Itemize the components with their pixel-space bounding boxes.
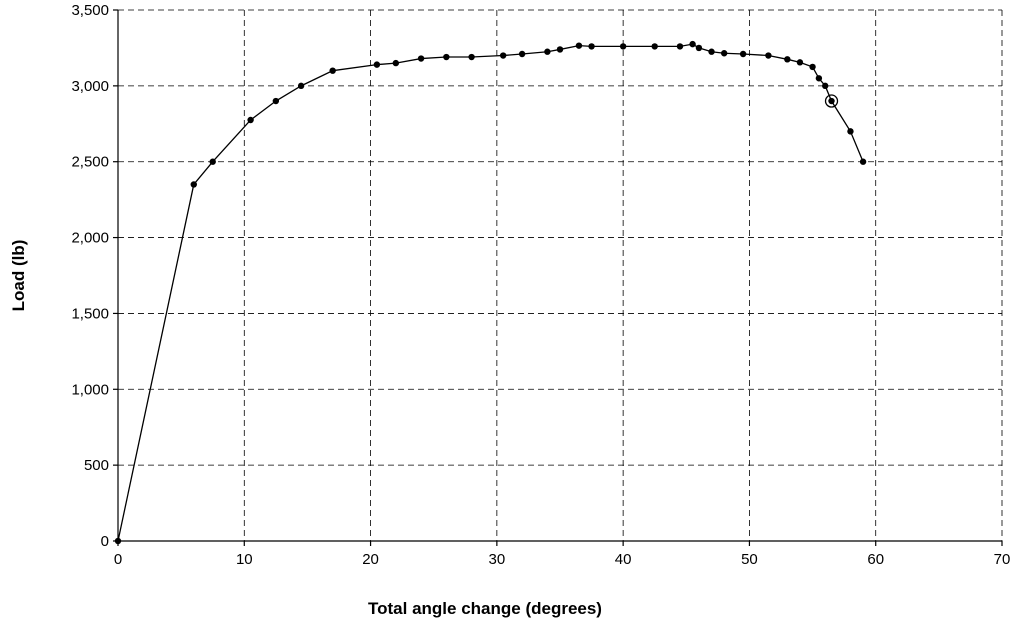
data-point xyxy=(809,63,816,71)
data-point xyxy=(190,181,197,188)
data-point xyxy=(556,46,564,53)
data-point xyxy=(373,61,381,68)
data-point xyxy=(417,55,425,62)
data-point xyxy=(468,53,475,61)
data-point xyxy=(392,59,400,67)
data-point xyxy=(847,128,854,135)
y-tick-label: 1,000 xyxy=(71,381,109,398)
x-axis-title: Total angle change (degrees) xyxy=(368,599,602,618)
data-point xyxy=(247,116,254,124)
y-tick-label: 1,500 xyxy=(71,305,109,322)
x-tick-label: 40 xyxy=(615,551,632,568)
y-tick-label: 3,000 xyxy=(71,78,109,95)
data-point xyxy=(695,44,703,52)
data-point xyxy=(544,48,551,55)
data-point xyxy=(822,82,829,90)
data-point xyxy=(739,50,747,58)
x-tick-label: 60 xyxy=(867,551,884,568)
x-tick-label: 30 xyxy=(489,551,506,568)
x-tick-label: 0 xyxy=(114,551,122,568)
data-point xyxy=(619,43,627,50)
x-tick-label: 70 xyxy=(994,551,1011,568)
data-point xyxy=(784,56,791,63)
data-point xyxy=(588,43,595,50)
data-point xyxy=(676,43,684,50)
series-line xyxy=(117,43,864,542)
y-tick-label: 0 xyxy=(101,533,109,550)
y-axis-title: Load (lb) xyxy=(9,240,28,312)
data-point xyxy=(114,537,122,545)
y-tick-label: 3,500 xyxy=(71,2,109,19)
data-series xyxy=(114,40,867,545)
x-tick-label: 20 xyxy=(362,551,379,568)
data-point xyxy=(499,52,507,59)
data-point xyxy=(651,43,658,50)
data-point xyxy=(828,97,835,105)
data-point xyxy=(575,42,583,49)
data-point xyxy=(209,158,216,165)
data-point xyxy=(796,59,804,66)
gridlines xyxy=(118,9,1003,541)
y-tick-label: 500 xyxy=(84,457,109,474)
data-point xyxy=(765,52,772,59)
x-tick-label: 10 xyxy=(236,551,253,568)
data-point xyxy=(272,97,280,105)
data-point xyxy=(443,53,450,61)
data-point xyxy=(518,50,526,58)
data-point xyxy=(859,158,867,165)
data-point xyxy=(720,50,728,57)
data-point xyxy=(297,82,305,90)
data-point xyxy=(815,75,823,82)
data-point xyxy=(708,48,715,55)
tick-labels: 0 10 20 30 40 50 60 70 0 500 1,000 1,500 2,000 2,500 3… xyxy=(71,2,1010,568)
data-point xyxy=(329,67,336,74)
x-tick-label: 50 xyxy=(741,551,758,568)
circled-point-marker xyxy=(824,94,839,108)
y-tick-label: 2,500 xyxy=(71,154,109,171)
y-tick-label: 2,000 xyxy=(71,230,109,247)
data-point xyxy=(689,40,696,48)
axes xyxy=(113,9,1003,546)
